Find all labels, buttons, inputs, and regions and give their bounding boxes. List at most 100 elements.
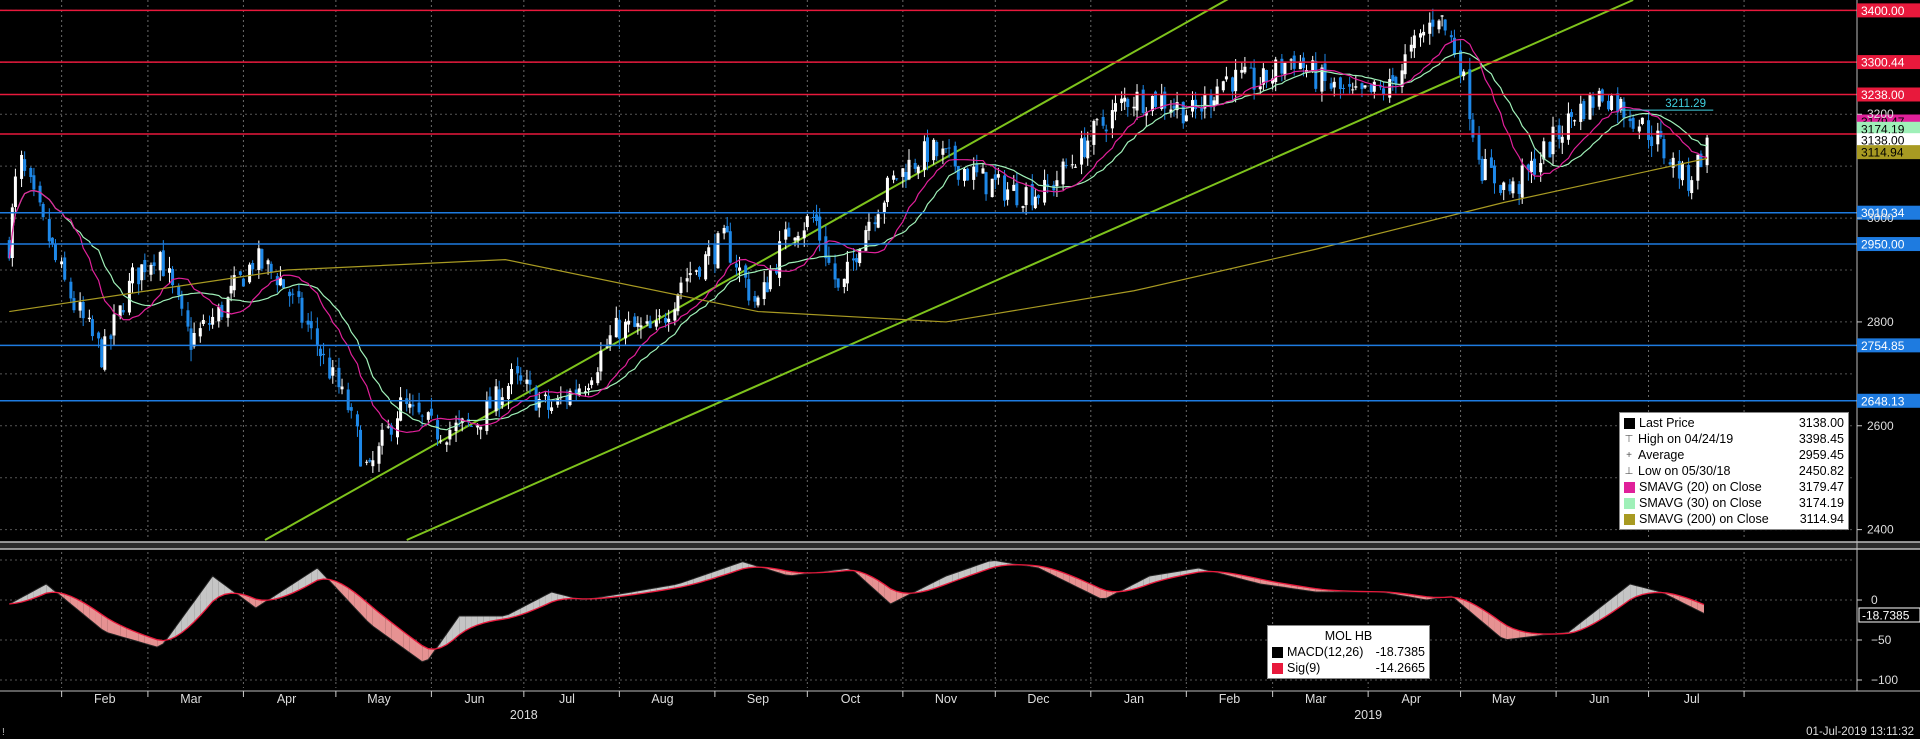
candle-body <box>100 339 104 368</box>
candle-body <box>1573 120 1577 122</box>
macd-hist-fill <box>1506 625 1513 640</box>
legend-label: Last Price <box>1639 416 1695 430</box>
macd-hist-fill <box>1605 598 1612 617</box>
candle-body <box>53 243 57 261</box>
candle-body <box>1656 130 1660 145</box>
candle-body <box>873 222 877 225</box>
candle-body <box>1394 76 1398 85</box>
candle-body <box>1511 181 1515 194</box>
candle-body <box>1696 154 1700 181</box>
candle-body <box>306 320 310 325</box>
candle-body <box>1080 138 1084 165</box>
candle-body <box>476 425 480 428</box>
macd-hist-fill <box>717 568 725 577</box>
candle-body <box>704 254 708 280</box>
macd-value-tag <box>1858 607 1920 623</box>
macd-hist-fill <box>970 565 977 576</box>
legend-value: 2959.45 <box>1798 448 1844 462</box>
candle-body <box>140 264 144 281</box>
candle-body <box>355 414 359 427</box>
candle-body <box>118 305 122 317</box>
candle-body <box>318 348 322 357</box>
candle-body <box>1073 166 1077 168</box>
month-label: Jan <box>1124 692 1144 706</box>
candle-body <box>1341 88 1345 90</box>
candle-body <box>1680 162 1684 181</box>
macd-hist-fill <box>280 588 287 598</box>
candle-body <box>448 429 452 440</box>
candle-body <box>1224 76 1228 80</box>
level-tag-label: 3010.34 <box>1861 206 1905 220</box>
candle-body <box>121 310 125 313</box>
candle-body <box>1471 119 1475 138</box>
candle-body <box>673 309 677 321</box>
candle-body <box>1557 125 1561 140</box>
price-tick-label: 3000 <box>1867 211 1894 225</box>
candle-body <box>349 407 353 411</box>
candle-body <box>1332 81 1336 88</box>
candle-body <box>1579 103 1583 122</box>
candle-body <box>734 263 738 268</box>
candle-body <box>694 270 698 272</box>
candle-body <box>1120 98 1124 104</box>
candle-body <box>1477 134 1481 160</box>
candle-body <box>109 335 113 340</box>
candle-body <box>1412 35 1416 49</box>
legend-label: SMAVG (30) on Close <box>1639 496 1762 510</box>
candle-body <box>497 389 501 409</box>
candle-body <box>1234 69 1238 92</box>
candle-body <box>1274 59 1278 83</box>
candle-body <box>1440 15 1444 17</box>
candle-body <box>1221 81 1225 91</box>
macd-hist-fill <box>452 616 460 641</box>
candle-body <box>1301 57 1305 69</box>
candle-body <box>1104 129 1108 132</box>
sma200-line <box>9 157 1708 323</box>
candle-body <box>112 314 116 336</box>
candle-body <box>1314 60 1318 89</box>
candle-body <box>337 367 341 388</box>
candle-body <box>1437 20 1441 30</box>
candle-body <box>516 366 520 374</box>
candle-body <box>399 397 403 421</box>
macd-hist-fill <box>360 597 367 621</box>
macd-hist-fill <box>539 595 546 608</box>
candle-body <box>1160 94 1164 109</box>
candle-body <box>1006 189 1010 200</box>
candle-body <box>981 168 985 174</box>
month-label: Mar <box>1305 692 1327 706</box>
candle-body <box>359 429 363 467</box>
candle-body <box>1036 195 1040 199</box>
candle-body <box>377 446 381 464</box>
candle-body <box>1015 183 1019 206</box>
macd-hist-fill <box>95 610 102 630</box>
macd-hist-fill <box>477 616 484 625</box>
candle-body <box>198 328 202 337</box>
candle-body <box>1271 78 1275 84</box>
candle-body <box>556 398 560 405</box>
candle-body <box>38 185 42 203</box>
candle-body <box>784 229 788 240</box>
panel-separator <box>0 542 1920 549</box>
legend-value: 3398.45 <box>1798 432 1844 446</box>
candle-body <box>7 240 11 259</box>
candle-body <box>1338 77 1342 90</box>
candle-body <box>1419 33 1423 38</box>
macd-hist-fill <box>132 630 139 642</box>
candle-body <box>1677 160 1681 179</box>
candle-body <box>944 148 948 150</box>
level-tag-label: 3400.00 <box>1861 4 1905 18</box>
legend-swatch <box>1272 662 1283 674</box>
legend-value: 3114.94 <box>1799 512 1844 526</box>
candle-body <box>590 380 594 385</box>
candle-body <box>103 336 107 370</box>
macd-hist-fill <box>385 617 392 640</box>
candle-body <box>69 281 73 299</box>
candle-body <box>713 244 717 265</box>
macd-hist-fill <box>1106 590 1113 599</box>
candle-body <box>574 389 578 394</box>
legend-row: + Average 2959.45 <box>1620 447 1848 463</box>
legend-swatch <box>1272 646 1283 658</box>
candle-body <box>941 148 945 155</box>
price-legend: Last Price 3138.00 ⊤ High on 04/24/19 3398.4… <box>1619 412 1849 530</box>
